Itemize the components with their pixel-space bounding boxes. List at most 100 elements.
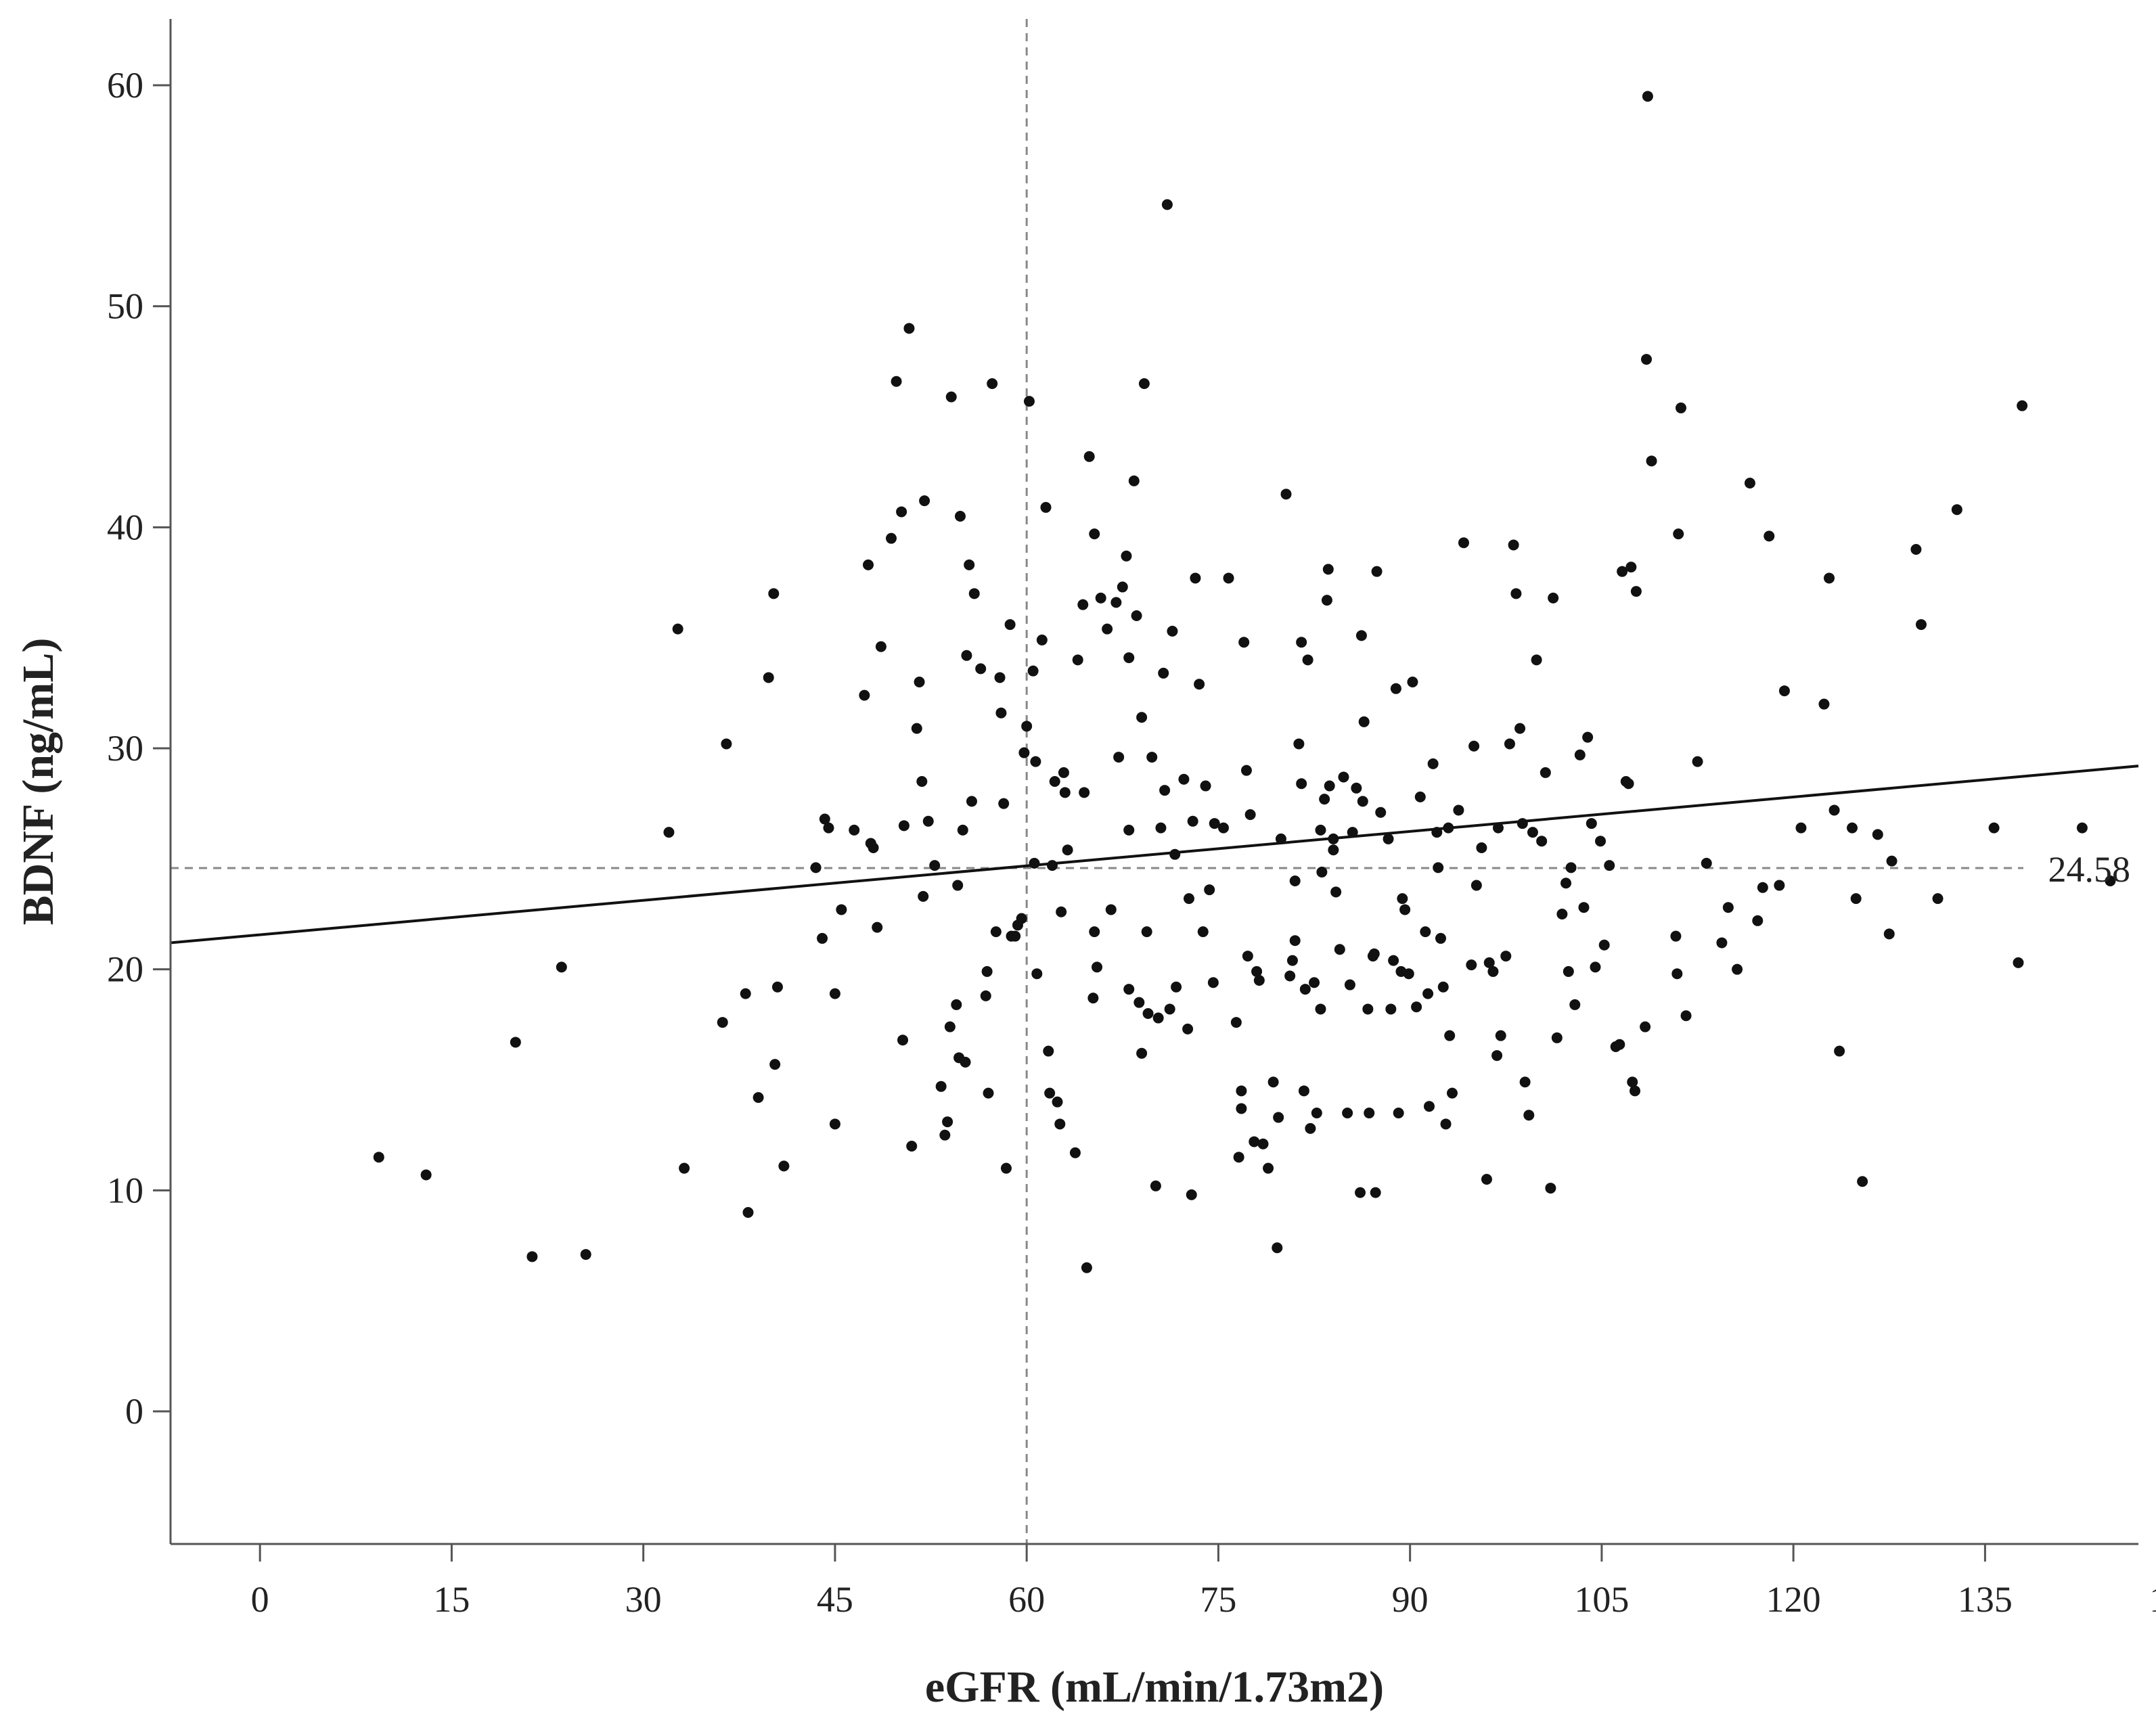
data-point bbox=[1828, 804, 1840, 816]
data-point bbox=[769, 1059, 781, 1070]
data-point bbox=[1309, 977, 1320, 988]
data-point bbox=[1468, 740, 1480, 752]
data-point bbox=[911, 723, 922, 734]
x-tick-label: 15 bbox=[433, 1579, 470, 1620]
data-point bbox=[1146, 752, 1158, 763]
data-point bbox=[1383, 833, 1394, 844]
data-point bbox=[1092, 961, 1103, 973]
x-tick-label: 135 bbox=[1958, 1579, 2013, 1620]
data-point bbox=[753, 1092, 764, 1104]
data-point bbox=[1423, 1101, 1435, 1112]
data-point bbox=[1123, 652, 1135, 664]
data-point bbox=[1046, 860, 1058, 871]
data-point bbox=[1322, 564, 1334, 575]
data-point bbox=[1431, 827, 1443, 838]
data-point bbox=[1466, 959, 1477, 971]
data-point bbox=[1236, 1103, 1247, 1114]
data-point bbox=[1284, 970, 1296, 982]
data-point bbox=[1324, 780, 1335, 792]
data-point bbox=[1052, 1096, 1063, 1108]
data-point bbox=[1390, 683, 1401, 694]
data-point bbox=[1321, 595, 1332, 606]
data-point bbox=[868, 842, 879, 853]
data-point bbox=[1186, 1189, 1197, 1200]
data-point bbox=[836, 904, 847, 915]
data-point bbox=[1171, 981, 1182, 993]
data-point bbox=[1752, 915, 1764, 926]
data-point bbox=[1427, 758, 1439, 769]
data-point bbox=[1280, 488, 1292, 500]
data-point bbox=[1795, 822, 1807, 834]
data-point bbox=[1183, 893, 1194, 905]
data-point bbox=[1627, 1076, 1638, 1088]
data-point bbox=[1491, 1050, 1503, 1062]
data-point bbox=[740, 988, 751, 999]
data-point bbox=[1344, 979, 1355, 991]
data-point bbox=[903, 323, 915, 334]
x-tick-label: 150 bbox=[2149, 1579, 2156, 1620]
data-point bbox=[1368, 948, 1380, 959]
data-point bbox=[1105, 904, 1117, 915]
data-point bbox=[1744, 478, 1755, 488]
data-point bbox=[1110, 597, 1122, 608]
data-point bbox=[1692, 756, 1703, 767]
data-point bbox=[810, 862, 822, 873]
data-point bbox=[1847, 822, 1858, 834]
data-point bbox=[1018, 747, 1030, 758]
data-point bbox=[1077, 599, 1089, 610]
data-point bbox=[1081, 1262, 1092, 1273]
data-point bbox=[1483, 957, 1495, 968]
data-point bbox=[1128, 475, 1140, 486]
data-point bbox=[1328, 844, 1339, 856]
data-point bbox=[1397, 893, 1408, 905]
data-point bbox=[1083, 451, 1095, 462]
x-tick-label: 120 bbox=[1766, 1579, 1821, 1620]
data-point bbox=[1315, 1003, 1326, 1015]
data-point bbox=[1565, 862, 1577, 873]
data-point bbox=[1932, 893, 1944, 905]
data-point bbox=[952, 880, 964, 891]
data-point bbox=[1044, 1087, 1056, 1099]
data-point bbox=[1774, 880, 1785, 891]
axes: 0 15 30 45 60 75 90 105 120 135 150 0 10 20 30 40 50 60 bbox=[107, 19, 2156, 1620]
data-point bbox=[1470, 880, 1482, 891]
data-point bbox=[1701, 857, 1712, 869]
data-point bbox=[2105, 876, 2116, 886]
data-point bbox=[1289, 935, 1301, 947]
data-point bbox=[897, 1034, 909, 1046]
data-point bbox=[663, 827, 675, 838]
data-point bbox=[951, 999, 962, 1010]
reference-line-y-label: 24.58 bbox=[2048, 849, 2131, 890]
data-point bbox=[995, 707, 1007, 719]
data-point bbox=[1347, 827, 1358, 838]
data-point bbox=[672, 623, 683, 635]
data-point bbox=[1207, 977, 1219, 988]
data-point bbox=[1272, 1242, 1283, 1254]
data-point bbox=[1059, 787, 1071, 798]
data-point bbox=[1857, 1176, 1868, 1187]
data-point bbox=[1123, 824, 1135, 836]
data-point bbox=[1217, 822, 1229, 834]
data-point bbox=[1273, 1112, 1284, 1123]
data-point bbox=[1757, 882, 1768, 893]
data-point bbox=[1187, 815, 1198, 827]
data-point bbox=[863, 559, 874, 570]
data-point bbox=[1407, 677, 1418, 687]
data-point bbox=[1586, 818, 1597, 829]
data-point bbox=[1614, 1039, 1625, 1050]
data-point bbox=[1142, 1008, 1154, 1019]
data-point bbox=[983, 1087, 994, 1099]
data-point bbox=[1056, 906, 1067, 917]
data-point bbox=[1358, 716, 1370, 727]
data-point bbox=[1004, 619, 1016, 631]
data-point bbox=[1293, 738, 1305, 750]
data-point bbox=[1178, 773, 1190, 785]
data-point bbox=[1010, 930, 1021, 942]
data-point bbox=[1403, 968, 1414, 980]
data-point bbox=[1029, 857, 1040, 869]
data-point bbox=[1642, 91, 1653, 102]
data-point bbox=[957, 824, 968, 836]
data-point bbox=[1446, 1087, 1458, 1099]
data-point bbox=[1296, 637, 1307, 648]
data-point bbox=[1113, 752, 1125, 763]
